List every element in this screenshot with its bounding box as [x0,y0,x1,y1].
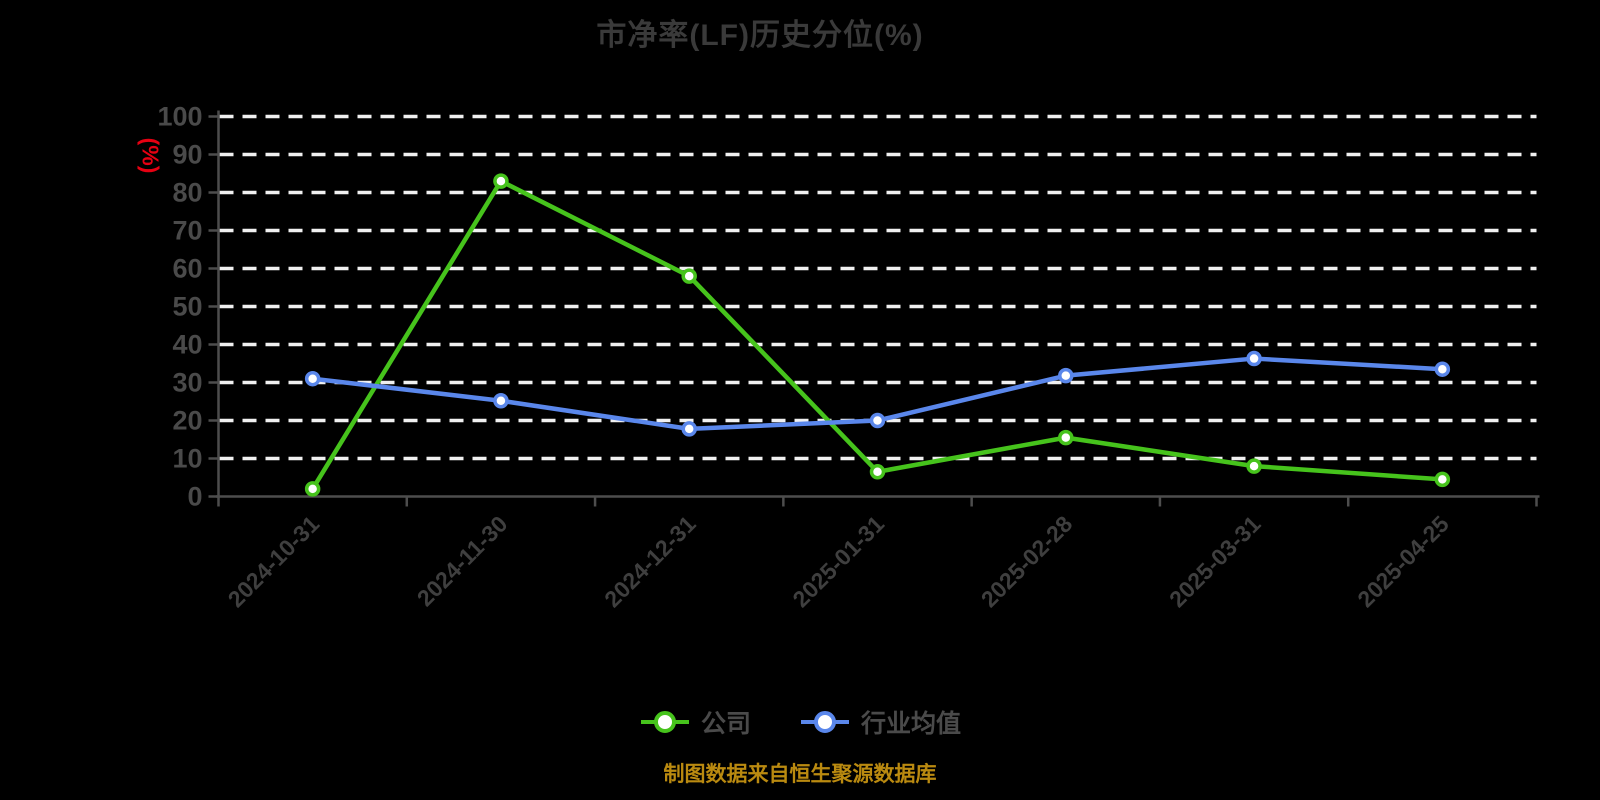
legend-marker-industry-average [801,711,849,733]
series-marker-industry-average [304,370,321,387]
chart-title: 市净率(LF)历史分位(%) [596,19,924,52]
y-tick-label: 30 [172,368,202,398]
y-tick-label: 20 [172,406,202,436]
series-marker-company [493,173,509,189]
series-marker-company [869,464,886,480]
y-tick-label: 0 [187,482,202,512]
series-marker-industry-average [1434,361,1451,377]
series-marker-industry-average [681,421,697,437]
series-marker-industry-average [493,392,509,409]
series-marker-company [1434,471,1451,488]
legend-label-industry-average: 行业均值 [861,710,962,738]
y-tick-label: 10 [172,444,202,474]
y-tick-label: 50 [172,292,202,322]
x-tick-label: 2025-04-25 [1352,511,1454,613]
y-tick-label: 40 [172,330,202,360]
data-source-caption: 制图数据来自恒生聚源数据库 [663,763,937,786]
series-marker-industry-average [869,412,886,429]
y-tick-label: 90 [172,140,202,170]
legend-item-company[interactable]: 公司 [639,704,751,740]
series-marker-company [681,268,697,284]
legend-marker-company [640,711,689,733]
x-tick-label: 2025-03-31 [1164,511,1266,613]
x-tick-label: 2025-02-28 [976,511,1078,613]
series-marker-company [1246,458,1262,474]
x-tick-label: 2024-10-31 [223,511,325,613]
series-marker-company [1058,429,1074,446]
chart-legend: 公司 行业均值 [0,698,1600,746]
series-line-company [310,178,1445,492]
series-marker-company [304,481,321,497]
y-tick-label: 80 [172,178,202,208]
y-tick-label: 60 [172,254,202,284]
series-marker-industry-average [1246,350,1262,367]
series-marker-industry-average [1058,367,1074,384]
x-tick-label: 2024-11-30 [412,511,513,612]
legend-label-company: 公司 [700,710,751,738]
x-tick-label: 2025-01-31 [787,511,889,613]
y-tick-label: 100 [157,102,202,132]
legend-item-industry-average[interactable]: 行业均值 [799,704,961,740]
y-tick-label: 70 [172,216,202,246]
x-tick-label: 2024-12-31 [599,511,701,613]
